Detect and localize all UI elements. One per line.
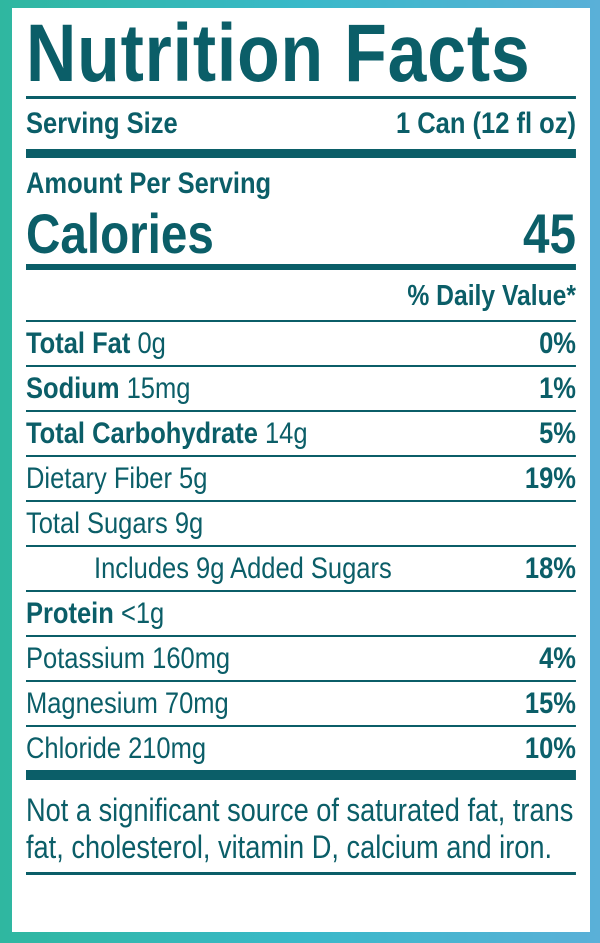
nutrient-row: Dietary Fiber 5g 19% (26, 457, 576, 502)
footnote: Not a significant source of saturated fa… (26, 780, 576, 875)
serving-label: Serving Size (26, 107, 178, 140)
nutrient-row: Potassium 160mg 4% (26, 637, 576, 682)
nutrient-text: Chloride 210mg (26, 732, 206, 766)
nutrient-row: Magnesium 70mg 15% (26, 682, 576, 727)
title: Nutrition Facts (26, 8, 576, 99)
nutrient-text: Total Sugars 9g (26, 507, 203, 541)
nutrient-text: Includes 9g Added Sugars (26, 552, 392, 586)
nutrient-text: Protein <1g (26, 597, 164, 631)
nutrient-text: Total Carbohydrate 14g (26, 417, 308, 451)
nutrient-row: Includes 9g Added Sugars 18% (26, 547, 576, 592)
daily-value: 0% (539, 326, 576, 360)
nutrient-name: Chloride (26, 731, 121, 765)
nutrient-name: Magnesium (26, 686, 158, 720)
calories-value: 45 (522, 201, 576, 265)
nutrient-amount: 0g (137, 326, 166, 360)
daily-value: 1% (539, 371, 576, 405)
nutrient-amount: 15mg (126, 371, 191, 405)
nutrient-text: Total Fat 0g (26, 327, 166, 361)
daily-value: 15% (524, 686, 576, 720)
nutrient-text: Sodium 15mg (26, 372, 190, 406)
daily-value: 10% (524, 731, 576, 765)
nutrient-name: Total Sugars (26, 506, 168, 540)
nutrient-name: Potassium (26, 641, 146, 675)
amount-per-serving: Amount Per Serving (26, 167, 272, 200)
calories-row: Calories 45 (26, 202, 576, 270)
nutrient-rows: Total Fat 0g 0% Sodium 15mg 1% Total Carbohy… (26, 322, 576, 780)
nutrient-row: Total Sugars 9g (26, 502, 576, 547)
nutrition-label: Nutrition Facts Serving Size 1 Can (12 f… (12, 8, 590, 932)
nutrient-text: Dietary Fiber 5g (26, 462, 207, 496)
nutrient-text: Magnesium 70mg (26, 687, 229, 721)
daily-value: 5% (539, 416, 576, 450)
nutrient-row: Chloride 210mg 10% (26, 727, 576, 780)
nutrient-amount: <1g (120, 596, 165, 630)
serving-row: Serving Size 1 Can (12 fl oz) (26, 99, 576, 158)
nutrient-name: Total Fat (26, 326, 131, 360)
nutrient-name: Dietary Fiber (26, 461, 172, 495)
nutrient-name: Protein (26, 596, 114, 630)
daily-value: 19% (524, 461, 576, 495)
calories-label: Calories (26, 201, 214, 265)
nutrient-name: Total Carbohydrate (26, 416, 258, 450)
nutrient-text: Potassium 160mg (26, 642, 230, 676)
nutrient-amount: 160mg (152, 641, 231, 675)
serving-value: 1 Can (12 fl oz) (396, 107, 576, 140)
nutrient-row: Total Fat 0g 0% (26, 322, 576, 367)
nutrient-amount: 70mg (164, 686, 229, 720)
nutrient-row: Protein <1g (26, 592, 576, 637)
label-content: Nutrition Facts Serving Size 1 Can (12 f… (26, 8, 576, 875)
nutrient-amount: 210mg (128, 731, 207, 765)
nutrient-amount: 14g (264, 416, 308, 450)
daily-value-header: % Daily Value* (26, 270, 576, 322)
nutrient-name: Includes 9g Added Sugars (94, 551, 392, 585)
nutrient-name: Sodium (26, 371, 120, 405)
daily-value: 18% (524, 551, 576, 585)
daily-value: 4% (539, 641, 576, 675)
nutrient-row: Sodium 15mg 1% (26, 367, 576, 412)
nutrient-amount: 5g (179, 461, 208, 495)
nutrient-row: Total Carbohydrate 14g 5% (26, 412, 576, 457)
nutrient-amount: 9g (174, 506, 204, 540)
